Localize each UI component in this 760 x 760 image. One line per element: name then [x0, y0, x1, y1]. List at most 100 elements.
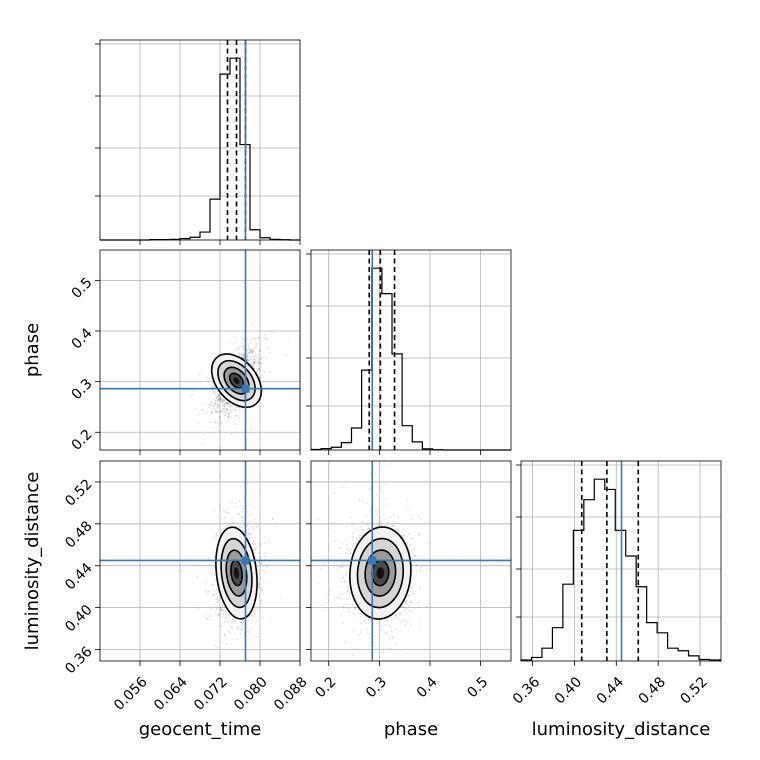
scatter-point — [242, 352, 245, 355]
y-tick-label: 0.2 — [69, 427, 96, 454]
scatter-point — [228, 415, 230, 418]
scatter-point — [225, 408, 228, 410]
scatter-point — [254, 548, 257, 551]
scatter-point — [247, 353, 250, 355]
scatter-point — [218, 429, 221, 432]
scatter-point — [227, 409, 230, 412]
x-tick-label: 0.48 — [636, 674, 669, 707]
scatter-point — [259, 350, 261, 353]
scatter-point — [204, 402, 207, 405]
scatter-point — [238, 626, 241, 629]
scatter-point — [400, 606, 402, 609]
scatter-point — [251, 362, 254, 365]
panel-frame — [310, 460, 512, 662]
y-tick-label: 0.40 — [62, 602, 95, 635]
scatter-point — [253, 347, 256, 350]
scatter-point — [226, 402, 229, 404]
scatter-point — [236, 627, 239, 630]
scatter-point — [352, 531, 355, 534]
scatter-point — [374, 472, 377, 475]
scatter-point — [254, 361, 257, 364]
scatter-point — [217, 598, 219, 600]
scatter-point — [223, 402, 226, 404]
scatter-point — [221, 411, 224, 414]
scatter-point — [410, 623, 413, 626]
scatter-point — [257, 364, 260, 366]
scatter-point — [261, 561, 264, 564]
scatter-point — [410, 600, 413, 603]
scatter-point — [413, 575, 416, 577]
scatter-point — [369, 508, 372, 510]
scatter-point — [224, 610, 227, 612]
scatter-point — [382, 651, 385, 654]
scatter-point — [241, 621, 244, 623]
scatter-point — [317, 518, 319, 521]
scatter-point — [252, 361, 255, 364]
scatter-point — [323, 609, 326, 612]
scatter-point — [258, 572, 261, 574]
scatter-point — [262, 616, 265, 619]
scatter-point — [341, 560, 343, 563]
scatter-point — [254, 556, 257, 558]
scatter-point — [219, 518, 222, 521]
scatter-point — [342, 622, 344, 625]
scatter-point — [363, 615, 366, 617]
scatter-point — [375, 494, 378, 497]
scatter-point — [369, 487, 372, 490]
scatter-point — [227, 415, 230, 418]
scatter-point — [259, 544, 262, 547]
scatter-point — [217, 399, 220, 401]
truth-marker — [241, 384, 250, 393]
scatter-point — [208, 403, 211, 406]
scatter-point — [252, 356, 255, 359]
scatter-point — [405, 612, 408, 615]
scatter-point — [398, 613, 401, 616]
scatter-point — [251, 350, 254, 352]
scatter-point — [195, 407, 198, 410]
scatter-point — [338, 595, 341, 597]
scatter-point — [227, 507, 229, 510]
scatter-point — [400, 534, 403, 537]
scatter-point — [216, 538, 219, 541]
scatter-point — [223, 410, 226, 413]
scatter-point — [225, 620, 228, 623]
scatter-point — [220, 410, 223, 413]
scatter-point — [341, 542, 344, 545]
scatter-point — [214, 597, 217, 600]
scatter-point — [263, 333, 266, 336]
scatter-point — [246, 534, 249, 537]
scatter-point — [406, 542, 409, 544]
scatter-point — [205, 411, 208, 413]
scatter-point — [249, 350, 252, 353]
scatter-point — [401, 689, 403, 691]
scatter-point — [406, 499, 409, 502]
scatter-point — [365, 514, 368, 517]
scatter-point — [237, 346, 240, 349]
scatter-point — [253, 337, 256, 340]
scatter-point — [408, 547, 410, 550]
scatter-point — [267, 540, 270, 543]
scatter-point — [252, 362, 255, 365]
scatter-point — [240, 526, 243, 529]
scatter-point — [215, 426, 218, 429]
scatter-point — [406, 621, 409, 624]
scatter-point — [265, 564, 268, 567]
scatter-point — [258, 561, 261, 563]
scatter-point — [225, 512, 228, 515]
scatter-point — [227, 402, 230, 405]
scatter-point — [345, 585, 348, 588]
scatter-point — [219, 397, 222, 400]
density-level — [233, 377, 240, 384]
scatter-point — [218, 416, 221, 419]
scatter-point — [255, 365, 258, 367]
scatter-point — [360, 629, 363, 631]
density-level — [376, 567, 385, 579]
scatter-point — [365, 617, 368, 620]
scatter-point — [218, 593, 221, 596]
scatter-point — [239, 526, 241, 529]
scatter-point — [411, 537, 414, 540]
scatter-point — [214, 579, 217, 582]
scatter-point — [260, 562, 263, 565]
scatter-point — [355, 542, 358, 545]
scatter-point — [210, 400, 213, 403]
